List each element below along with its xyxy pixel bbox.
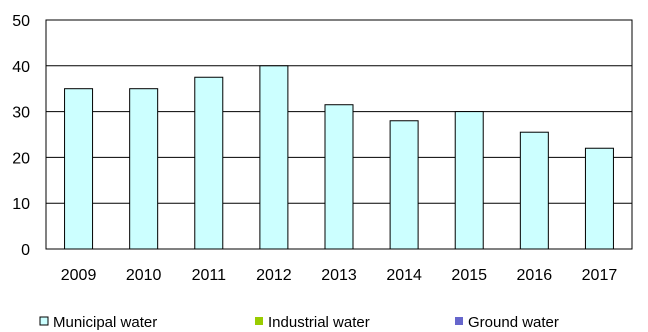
x-tick-label: 2017 <box>582 267 618 284</box>
y-tick-label: 50 <box>12 13 30 30</box>
bars <box>64 65 614 250</box>
bar-municipal-water <box>519 131 549 250</box>
y-tick-label: 10 <box>12 196 30 213</box>
bar-municipal-water <box>194 76 224 250</box>
x-tick-label: 2012 <box>256 267 292 284</box>
y-tick-label: 30 <box>12 105 30 122</box>
y-tick-label: 0 <box>21 242 30 259</box>
bar-municipal-water <box>454 111 484 250</box>
y-axis-ticks: 0 10 20 30 40 50 <box>12 13 30 259</box>
bar-municipal-water <box>324 104 354 250</box>
legend-swatch <box>455 317 463 325</box>
x-tick-label: 2016 <box>517 267 553 284</box>
bar-municipal-water <box>389 120 419 250</box>
legend: Municipal water Industrial water Ground wa… <box>39 314 559 331</box>
y-tick-label: 40 <box>12 59 30 76</box>
bar-municipal-water <box>129 88 159 250</box>
bar-municipal-water <box>584 147 614 250</box>
x-tick-label: 2011 <box>192 267 227 284</box>
legend-swatch <box>255 317 263 325</box>
x-tick-label: 2014 <box>386 267 422 284</box>
bar-municipal-water <box>64 88 94 250</box>
legend-label: Ground water <box>468 314 559 331</box>
legend-swatch <box>39 316 49 326</box>
legend-label: Industrial water <box>268 314 370 331</box>
x-tick-label: 2009 <box>61 267 97 284</box>
x-tick-label: 2015 <box>451 267 487 284</box>
bar-municipal-water <box>259 65 289 250</box>
x-tick-label: 2013 <box>321 267 357 284</box>
y-tick-label: 20 <box>12 150 30 167</box>
x-tick-label: 2010 <box>126 267 162 284</box>
x-axis-ticks: 2009 2010 2011 2012 2013 2014 2015 2016 2017 <box>61 267 618 284</box>
legend-label: Municipal water <box>53 314 157 331</box>
